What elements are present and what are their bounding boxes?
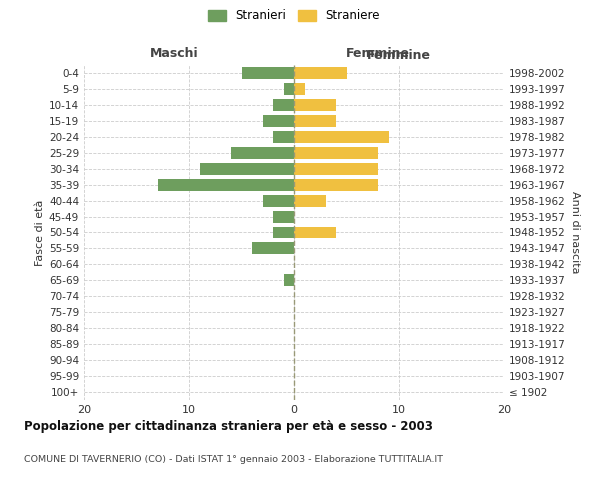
Bar: [294, 67, 347, 79]
Bar: [263, 194, 294, 206]
Text: Popolazione per cittadinanza straniera per età e sesso - 2003: Popolazione per cittadinanza straniera p…: [24, 420, 433, 433]
Bar: [199, 162, 294, 174]
Bar: [252, 242, 294, 254]
Bar: [284, 274, 294, 286]
Y-axis label: Fasce di età: Fasce di età: [35, 200, 45, 266]
Text: COMUNE DI TAVERNERIO (CO) - Dati ISTAT 1° gennaio 2003 - Elaborazione TUTTITALIA: COMUNE DI TAVERNERIO (CO) - Dati ISTAT 1…: [24, 455, 443, 464]
Y-axis label: Anni di nascita: Anni di nascita: [570, 191, 580, 274]
Bar: [294, 226, 336, 238]
Text: Maschi: Maschi: [149, 47, 199, 60]
Bar: [294, 99, 336, 111]
Bar: [273, 131, 294, 143]
Bar: [294, 178, 378, 190]
Bar: [294, 162, 378, 174]
Text: Femmine: Femmine: [346, 47, 410, 60]
Bar: [273, 210, 294, 222]
Bar: [273, 226, 294, 238]
Bar: [231, 147, 294, 158]
Bar: [294, 147, 378, 158]
Bar: [157, 178, 294, 190]
Bar: [294, 131, 389, 143]
Text: Femmine: Femmine: [367, 48, 431, 62]
Bar: [284, 83, 294, 95]
Bar: [273, 99, 294, 111]
Legend: Stranieri, Straniere: Stranieri, Straniere: [205, 6, 383, 26]
Bar: [263, 115, 294, 127]
Bar: [241, 67, 294, 79]
Bar: [294, 115, 336, 127]
Bar: [294, 83, 305, 95]
Bar: [294, 194, 325, 206]
